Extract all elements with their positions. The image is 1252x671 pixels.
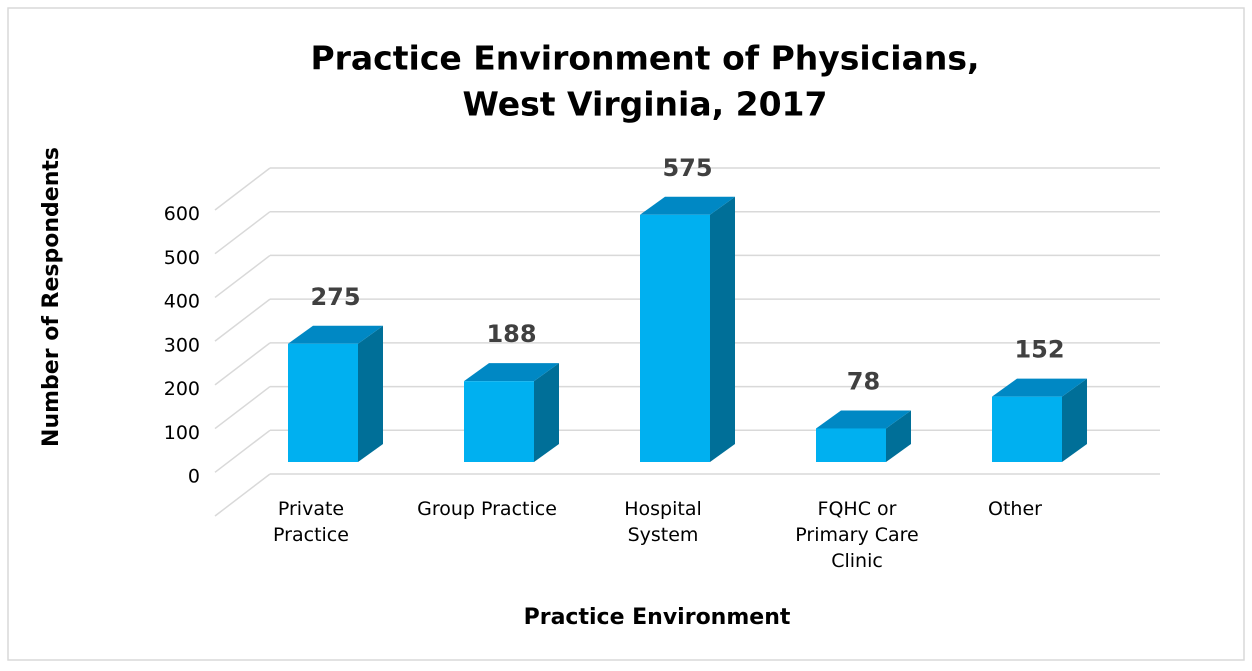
- bar-side: [710, 196, 735, 462]
- y-tick-label: 400: [164, 291, 200, 313]
- bar-side: [358, 325, 383, 462]
- y-tick-label: 200: [164, 378, 200, 400]
- x-tick-label: Hospital System: [624, 498, 702, 546]
- x-tick-label: Other: [988, 498, 1042, 520]
- bar-front: [640, 214, 710, 462]
- bar: [640, 196, 735, 462]
- y-tick-label: 300: [164, 334, 200, 356]
- bar-front: [816, 428, 886, 462]
- bar: [288, 325, 383, 462]
- y-axis-title: Number of Respondents: [39, 147, 64, 447]
- data-label: 78: [847, 367, 880, 395]
- wall-edge: [214, 167, 271, 211]
- y-tick-label: 0: [188, 466, 200, 488]
- x-tick-label: Private Practice: [273, 498, 349, 546]
- grid-side: [214, 429, 271, 473]
- grid-line: [214, 473, 1160, 517]
- x-tick-label: FQHC or Primary Care Clinic: [795, 498, 919, 572]
- grid-side: [214, 298, 271, 342]
- bar-top: [816, 410, 911, 429]
- bar: [464, 363, 559, 462]
- bar-top: [640, 196, 735, 215]
- y-tick-label: 600: [164, 203, 200, 225]
- bar-front: [992, 396, 1062, 462]
- y-tick-label: 100: [164, 422, 200, 444]
- y-tick-label: 500: [164, 247, 200, 269]
- chart-title: Practice Environment of Physicians,: [310, 39, 979, 78]
- grid-side: [214, 473, 271, 517]
- data-label: 575: [662, 154, 712, 182]
- grid-side: [214, 385, 271, 430]
- bar-top: [992, 378, 1087, 397]
- grid-side: [214, 342, 271, 386]
- bar-top: [464, 363, 559, 382]
- bar-side: [886, 410, 911, 462]
- data-label: 188: [486, 320, 536, 348]
- bar-front: [288, 343, 358, 462]
- bar-front: [464, 381, 534, 462]
- x-axis-title: Practice Environment: [524, 605, 791, 630]
- bar-side: [1062, 378, 1087, 462]
- bar-top: [288, 325, 383, 344]
- data-label: 152: [1014, 336, 1064, 364]
- chart-frame: [7, 7, 1245, 661]
- x-tick-label: Group Practice: [417, 498, 557, 520]
- bar: [816, 410, 911, 462]
- bar-side: [534, 363, 559, 462]
- data-label: 275: [310, 283, 360, 311]
- chart-title: West Virginia, 2017: [463, 85, 828, 124]
- grid-side: [214, 211, 271, 255]
- grid-side: [214, 254, 271, 299]
- bar: [992, 378, 1087, 462]
